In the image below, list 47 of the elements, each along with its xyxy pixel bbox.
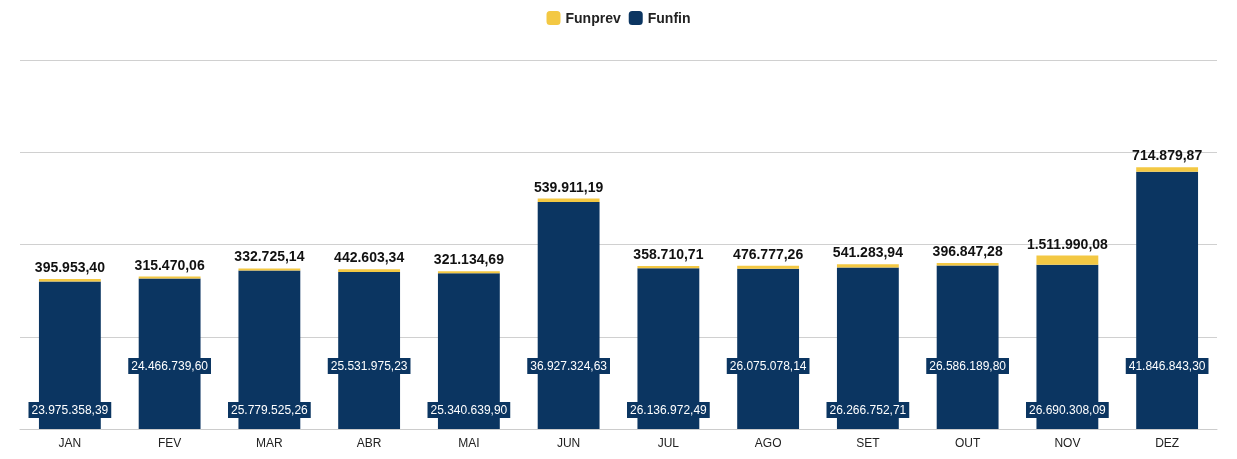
legend-label: Funfin — [647, 10, 691, 26]
data-label: 358.710,71 — [633, 246, 704, 263]
bar — [338, 269, 401, 272]
x-tick-label: OUT — [954, 436, 981, 450]
bar — [836, 264, 899, 268]
data-label: 25.531.975,23 — [330, 359, 408, 373]
data-label: 395.953,40 — [34, 259, 106, 276]
bar — [637, 266, 700, 269]
data-label: 714.879,87 — [1132, 147, 1203, 164]
x-tick-label: JUL — [657, 436, 680, 450]
data-label: 1.511.990,08 — [1026, 235, 1109, 252]
x-tick-label: JAN — [58, 436, 82, 450]
x-tick-label: SET — [856, 436, 881, 450]
data-label: 25.779.525,26 — [231, 403, 309, 417]
bar — [1136, 167, 1199, 172]
data-label: 539.911,19 — [533, 178, 604, 195]
x-tick-label: MAI — [458, 436, 480, 450]
bar — [737, 265, 800, 269]
data-label: 24.466.739,60 — [131, 359, 209, 373]
data-label: 23.975.358,39 — [31, 403, 109, 417]
data-label: 541.283,94 — [832, 244, 904, 261]
data-label: 476.777,26 — [733, 245, 804, 262]
data-label: 41.846.843,30 — [1128, 359, 1206, 373]
data-label: 26.136.972,49 — [630, 403, 708, 417]
data-label: 26.075.078,14 — [729, 359, 807, 373]
legend-label: Funprev — [565, 10, 621, 26]
x-tick-label: ABR — [356, 436, 382, 450]
data-label: 26.690.308,09 — [1029, 403, 1107, 417]
x-tick-label: FEV — [157, 436, 182, 450]
bar — [1036, 255, 1099, 265]
x-tick-label: NOV — [1054, 436, 1081, 450]
data-label: 315.470,06 — [134, 256, 205, 273]
data-label: 396.847,28 — [932, 243, 1003, 260]
bar — [238, 268, 301, 271]
data-label: 321.134,69 — [433, 251, 505, 268]
x-tick-label: MAR — [256, 436, 284, 450]
data-label: 332.725,14 — [234, 248, 305, 265]
data-label: 36.927.324,63 — [530, 359, 608, 373]
data-label: 442.603,34 — [334, 249, 405, 266]
data-label: 26.586.189,80 — [929, 359, 1007, 373]
data-label: 25.340.639,90 — [430, 403, 508, 417]
x-tick-label: AGO — [754, 436, 782, 450]
x-tick-label: DEZ — [1155, 436, 1180, 450]
data-label: 26.266.752,71 — [829, 403, 907, 417]
bar — [537, 198, 600, 202]
x-tick-label: JUN — [556, 436, 581, 450]
bar — [38, 279, 101, 282]
